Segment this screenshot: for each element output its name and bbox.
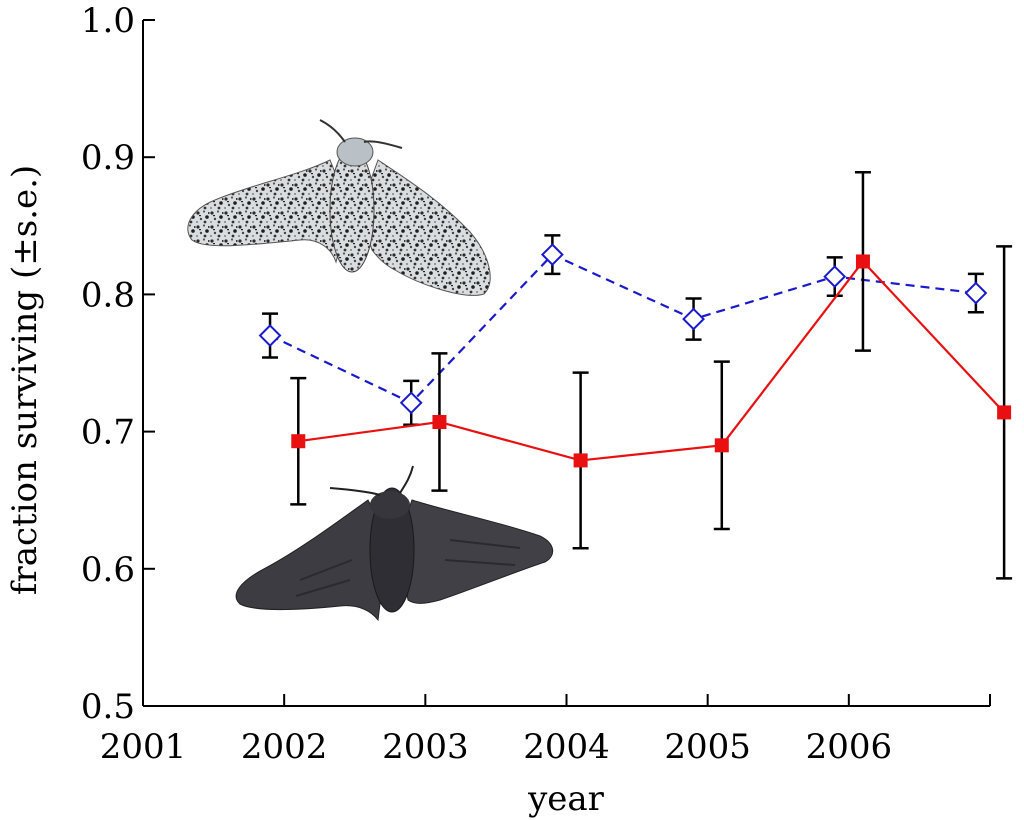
x-tick-label: 2002 (241, 727, 328, 767)
y-tick-label: 1.0 (81, 1, 135, 41)
series-line-carbonaria (298, 259, 1005, 462)
y-axis-ticks: 0.5 0.6 0.7 0.8 0.9 1.0 (81, 1, 155, 727)
data-point-carbonaria (291, 434, 306, 449)
x-axis-title: year (527, 779, 605, 819)
data-point-carbonaria (997, 405, 1012, 420)
data-point-typica (540, 243, 564, 267)
data-point-typica (823, 265, 847, 288)
series-typica (258, 234, 988, 426)
x-tick-label: 2005 (664, 727, 751, 767)
series-layer (258, 171, 1013, 580)
x-tick-label: 2006 (806, 727, 893, 767)
y-tick-label: 0.6 (81, 550, 135, 590)
x-axis-ticks: 2001 2002 2003 2004 2005 2006 (100, 694, 991, 767)
data-point-carbonaria (573, 453, 588, 468)
data-point-carbonaria (855, 254, 870, 269)
y-tick-label: 0.9 (81, 138, 135, 178)
data-point-typica (964, 281, 988, 305)
x-tick-label: 2003 (382, 727, 469, 767)
x-tick-label: 2001 (100, 727, 187, 767)
data-point-typica (682, 307, 705, 331)
data-point-typica (399, 391, 423, 415)
y-axis-title: fraction surviving (±s.e.) (5, 165, 45, 595)
data-point-carbonaria (714, 438, 729, 453)
series-carbonaria (290, 171, 1013, 580)
y-tick-label: 0.8 (81, 275, 135, 315)
y-tick-label: 0.5 (81, 687, 135, 727)
data-point-typica (258, 324, 282, 347)
dark-peppered-moth-icon (235, 465, 554, 622)
light-peppered-moth-icon (187, 119, 491, 296)
y-tick-label: 0.7 (81, 413, 135, 453)
x-tick-label: 2004 (523, 727, 610, 767)
data-point-carbonaria (432, 414, 447, 429)
series-line-typica (269, 253, 977, 405)
